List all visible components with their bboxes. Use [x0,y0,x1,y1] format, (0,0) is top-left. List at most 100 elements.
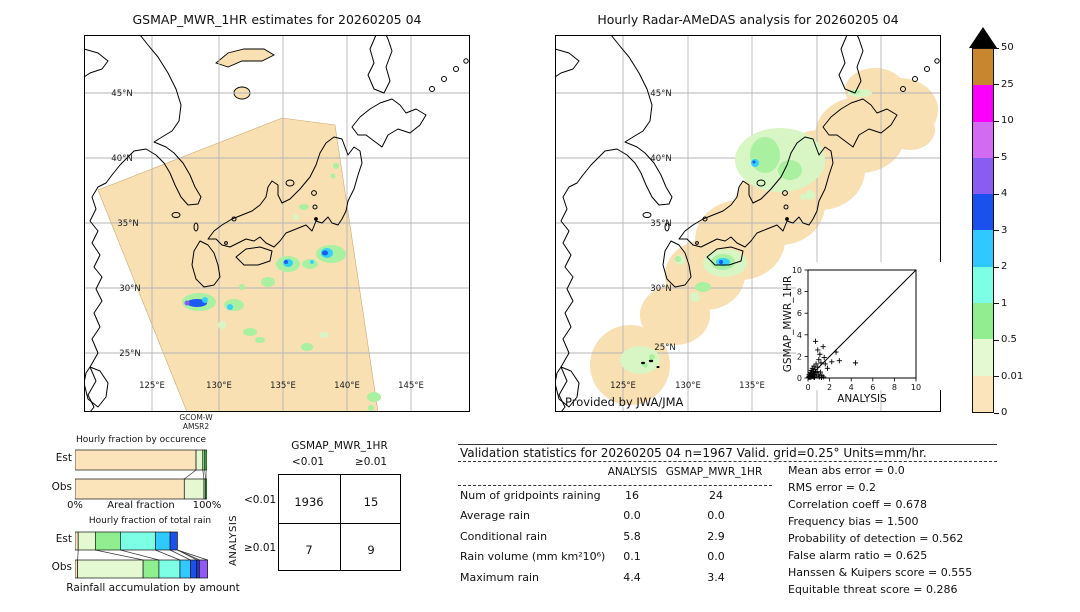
credit-text: Provided by JWA/JMA [565,395,684,409]
x-tick-100: 100% [192,500,222,511]
svg-text:25°N: 25°N [654,343,675,353]
inset-xlabel: ANALYSIS [837,393,887,405]
svg-text:25°N: 25°N [119,349,140,359]
stats-row: Rain volume (mm km²10⁶) 0.1 0.0 [460,550,725,564]
identity-line [807,269,917,379]
contingency-col-label-1: ≥0.01 [354,456,388,468]
colorbar-segment [973,230,993,267]
occurrence-bar-chart [75,449,207,500]
satellite-swath [97,48,379,412]
colorbar-segment [973,266,993,304]
svg-text:125°E: 125°E [139,381,165,391]
radar-analysis-map: 45°N 40°N 35°N 30°N 25°N 125°E 130°E 135… [555,35,941,412]
satellite-label: GCOM-W AMSR2 [179,413,213,431]
map-grid-labels: 45°N 40°N 35°N 30°N 25°N 125°E 130°E 135… [610,89,765,391]
colorbar-tick-label: 50 [1001,42,1014,53]
stats-top-rule [458,444,997,445]
score-list: Mean abs error = 0.0 RMS error = 0.2 Corre… [788,462,1078,598]
contingency-table: 1936 15 7 9 [278,474,401,571]
score-line: False alarm ratio = 0.625 [788,549,928,562]
stats-dash-rule-1 [458,461,997,462]
contingency-row-label-0: <0.01 [244,494,277,506]
svg-text:6: 6 [797,309,802,318]
rain-cells [182,163,381,411]
total-rain-footer: Rainfall accumulation by amount [66,582,240,594]
stats-row: Average rain 0.0 0.0 [460,509,725,523]
colorbar-tick-label: 0.01 [1001,370,1024,382]
scatter-inset: 00 2 2 4 4 6 6 8 8 10 10 ANALYSIS GSMAP_MWR_1HR [782,262,952,405]
svg-text:10: 10 [792,266,802,275]
est-label: Est [55,533,72,545]
score-line: Hanssen & Kuipers score = 0.555 [788,566,973,579]
colorbar-tick-label: 5 [1001,151,1008,163]
colorbar-tick-label: 10 [1001,115,1014,126]
occurrence-xlabel: Areal fraction [107,500,175,511]
colorbar-segment [973,49,993,86]
stats-row: Maximum rain 4.4 3.4 [460,570,725,584]
est-label: Est [55,452,72,464]
svg-text:145°E: 145°E [398,381,424,391]
svg-text:40°N: 40°N [111,154,132,164]
colorbar-segment [973,121,993,158]
colorbar [972,48,994,413]
svg-text:8: 8 [892,383,897,392]
map-grid-labels: 45°N 40°N 35°N 30°N 25°N 125°E 130°E 135… [111,89,424,391]
svg-text:0: 0 [805,383,810,392]
validation-header: Validation statistics for 20260205 04 n=… [460,446,927,460]
stats-dash-rule-2 [458,485,772,486]
score-line: Equitable threat score = 0.286 [788,583,958,596]
colorbar-tick-label: 4 [1001,188,1008,199]
colorbar-segment [973,85,993,122]
svg-text:6: 6 [870,383,875,392]
obs-label: Obs [51,561,72,573]
score-line: RMS error = 0.2 [788,481,876,494]
svg-text:8: 8 [797,288,802,297]
hits-none-cell: 1936 [294,495,324,509]
svg-text:125°E: 125°E [610,381,636,391]
colorbar-tick-label: 25 [1001,78,1014,90]
colorbar-tick-label: 2 [1001,261,1008,272]
contingency-col-title: GSMAP_MWR_1HR [291,440,388,452]
total-rain-chart-title: Hourly fraction of total rain [88,516,212,526]
stats-row: Conditional rain 5.8 2.9 [460,529,725,543]
scatter-points [805,338,859,381]
svg-text:4: 4 [797,331,802,340]
colorbar-tick-label: 3 [1001,224,1008,236]
svg-text:2: 2 [797,352,802,361]
score-line: Mean abs error = 0.0 [788,464,905,477]
colorbar-segment [973,157,993,195]
colorbar-segment [973,339,993,376]
svg-text:40°N: 40°N [650,154,671,164]
stats-row: Num of gridpoints raining 16 24 [460,489,723,502]
svg-text:30°N: 30°N [119,284,140,294]
svg-text:140°E: 140°E [334,381,360,391]
contingency-row-title: ANALYSIS [228,514,239,566]
svg-text:4: 4 [849,383,854,392]
gsmap-estimates-map: 45°N 40°N 35°N 30°N 25°N 125°E 130°E 135… [84,35,470,412]
svg-text:0: 0 [797,374,802,383]
x-tick-0: 0% [67,500,83,511]
inset-ylabel: GSMAP_MWR_1HR [782,276,794,372]
svg-text:30°N: 30°N [650,284,671,294]
svg-text:45°N: 45°N [650,89,671,99]
svg-text:130°E: 130°E [206,381,232,391]
score-line: Probability of detection = 0.562 [788,532,964,545]
colorbar-segment [973,303,993,340]
left-map-title: GSMAP_MWR_1HR estimates for 20260205 04 [132,12,422,27]
colorbar-tick-label: 1 [1001,297,1008,309]
total-rain-bar-chart [75,531,208,579]
contingency-col-label-0: <0.01 [291,456,325,468]
contingency-row-label-1: ≥0.01 [244,542,277,554]
grid-lines [84,35,470,412]
colorbar-tick-label: 0.5 [1001,334,1017,345]
svg-text:35°N: 35°N [650,219,671,229]
colorbar-segment [973,194,993,231]
svg-text:135°E: 135°E [739,381,765,391]
stats-col-gsmap: GSMAP_MWR_1HR [665,466,763,478]
stats-col-analysis: ANALYSIS [607,466,658,478]
colorbar-tick-label: 0 [1001,407,1008,418]
hits-cell: 9 [367,543,375,557]
svg-text:130°E: 130°E [675,381,701,391]
false-alarm-cell: 15 [363,495,379,509]
